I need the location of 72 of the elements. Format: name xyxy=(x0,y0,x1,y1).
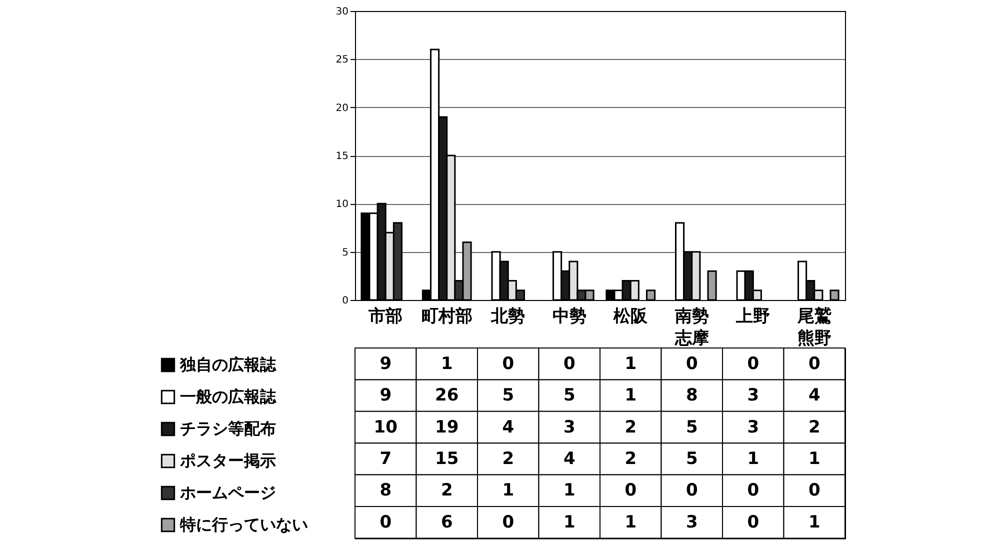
legend-label: 独自の広報誌 xyxy=(179,355,277,374)
data-label: 1 xyxy=(502,480,514,501)
data-label: 0 xyxy=(747,480,760,501)
data-label: 2 xyxy=(624,448,637,469)
x-tick-label: 北勢 xyxy=(490,306,526,326)
x-tick-label: 上野 xyxy=(735,306,770,326)
data-label: 0 xyxy=(808,480,820,501)
x-tick-label: 南勢志摩 xyxy=(674,306,709,348)
data-label: 2 xyxy=(502,448,514,469)
data-label: 26 xyxy=(435,386,459,406)
data-label: 0 xyxy=(502,354,514,374)
data-label: 1 xyxy=(808,512,820,532)
data-label: 5 xyxy=(686,417,698,438)
bar xyxy=(830,290,840,301)
data-label: 5 xyxy=(686,448,698,469)
x-tick-label: 尾鷲熊野 xyxy=(796,306,832,348)
data-label: 10 xyxy=(374,417,398,438)
y-tick-label: 30 xyxy=(336,6,348,18)
data-label: 2 xyxy=(808,417,820,438)
data-label: 1 xyxy=(808,448,820,469)
data-label: 5 xyxy=(502,386,514,406)
data-label: 3 xyxy=(747,386,760,406)
data-label: 0 xyxy=(686,354,698,374)
legend-label: 特に行っていない xyxy=(179,515,308,534)
y-tick-label: 15 xyxy=(336,151,348,162)
data-label: 0 xyxy=(747,512,760,532)
data-label: 0 xyxy=(502,512,514,532)
data-label: 8 xyxy=(686,386,698,406)
legend-label: ポスター掲示 xyxy=(179,451,276,470)
x-tick-label: 松阪 xyxy=(612,306,649,326)
x-tick-label: 市部 xyxy=(368,306,403,326)
data-label: 0 xyxy=(686,480,698,501)
y-tick-label: 5 xyxy=(342,247,348,258)
legend-label: ホームページ xyxy=(179,483,276,502)
data-label: 4 xyxy=(563,448,576,469)
data-label: 3 xyxy=(747,417,760,438)
data-label: 9 xyxy=(380,354,392,374)
data-label: 1 xyxy=(440,354,453,374)
data-label: 15 xyxy=(435,448,459,469)
data-label: 1 xyxy=(624,512,637,532)
data-label: 9 xyxy=(380,386,392,406)
bar xyxy=(646,290,656,301)
legend-label: 一般の広報誌 xyxy=(180,387,277,406)
data-label: 8 xyxy=(380,480,392,501)
legend-label: チラシ等配布 xyxy=(180,419,276,438)
y-tick-label: 25 xyxy=(336,54,348,66)
data-label: 3 xyxy=(686,512,698,532)
data-label: 6 xyxy=(440,512,453,532)
data-label: 4 xyxy=(502,417,514,438)
data-label: 1 xyxy=(624,354,637,374)
y-tick-label: 20 xyxy=(336,102,348,114)
data-label: 19 xyxy=(435,417,459,438)
data-label: 0 xyxy=(563,354,576,374)
data-label: 1 xyxy=(563,512,576,532)
data-label: 0 xyxy=(808,354,820,374)
y-tick-label: 10 xyxy=(336,199,348,210)
data-label: 1 xyxy=(563,480,576,501)
data-label: 0 xyxy=(747,354,760,374)
data-label: 0 xyxy=(380,512,392,532)
data-label: 2 xyxy=(624,417,637,438)
data-label: 2 xyxy=(440,480,453,501)
data-label: 1 xyxy=(747,448,760,469)
x-tick-label: 中勢 xyxy=(552,306,586,326)
y-tick-label: 0 xyxy=(342,296,348,306)
data-label: 0 xyxy=(624,480,637,501)
bar xyxy=(707,270,717,301)
data-label: 3 xyxy=(563,417,576,438)
data-label: 1 xyxy=(624,386,637,406)
data-label: 4 xyxy=(808,386,820,406)
data-label: 5 xyxy=(563,386,576,406)
data-label: 7 xyxy=(380,448,392,469)
x-tick-label: 町村部 xyxy=(421,306,472,326)
